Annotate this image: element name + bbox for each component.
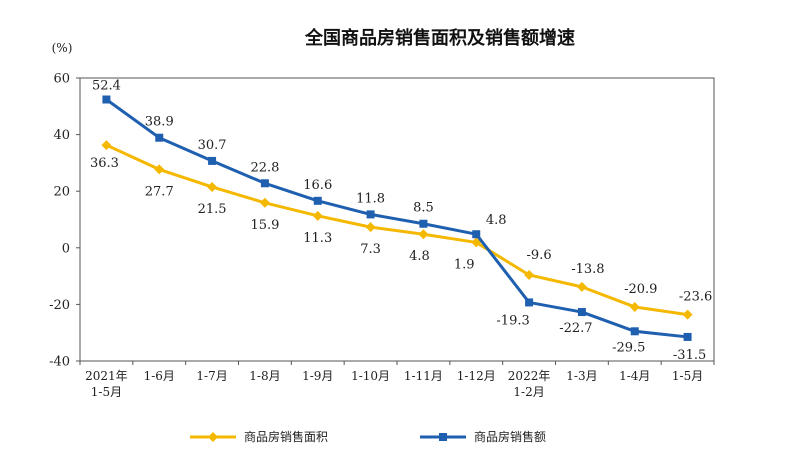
x-tick-label: 1-11月 xyxy=(404,369,443,383)
data-label: -19.3 xyxy=(496,313,529,328)
y-tick-label: 0 xyxy=(62,241,70,256)
data-point xyxy=(419,219,428,228)
series-line-0 xyxy=(105,143,688,317)
data-label: 38.9 xyxy=(145,115,174,130)
legend-label: 商品房销售额 xyxy=(474,429,546,444)
data-label: -13.8 xyxy=(571,262,604,277)
legend: 商品房销售面积 商品房销售额 xyxy=(190,429,546,444)
y-tick-label: -20 xyxy=(49,298,70,313)
x-tick-label: 1-5月 xyxy=(91,385,122,399)
data-point xyxy=(525,298,534,307)
legend-marker xyxy=(208,432,218,442)
data-label: 8.5 xyxy=(413,201,434,216)
data-label: -31.5 xyxy=(673,348,706,363)
legend-label: 商品房销售面积 xyxy=(244,429,328,444)
y-tick-label: -40 xyxy=(49,355,70,370)
data-point xyxy=(259,197,270,208)
x-tick-label: 1-10月 xyxy=(351,369,390,383)
x-tick-label: 1-7月 xyxy=(196,369,227,383)
x-tick-label: 2022年 xyxy=(508,369,551,383)
data-label: 27.7 xyxy=(145,184,174,199)
x-tick-label: 1-6月 xyxy=(144,369,175,383)
data-label: -22.7 xyxy=(559,321,592,336)
y-unit-label: (%) xyxy=(52,41,73,55)
data-point xyxy=(682,309,693,320)
data-label: 22.8 xyxy=(250,160,279,175)
data-point xyxy=(260,179,269,188)
data-point xyxy=(208,156,217,165)
x-tick-label: 2021年 xyxy=(85,369,128,383)
x-tick-label: 1-2月 xyxy=(513,385,544,399)
y-tick-label: 20 xyxy=(53,185,70,200)
y-tick-label: 60 xyxy=(53,72,70,87)
data-label: -20.9 xyxy=(624,282,657,297)
axes: 60 40 20 0 -20 -40 2021年 1-5月 1-6月 1-7月 1-8月 1-9月 1-… xyxy=(49,72,715,399)
data-point xyxy=(366,210,375,219)
data-point xyxy=(155,133,164,142)
data-point xyxy=(576,281,587,292)
data-point xyxy=(365,222,376,233)
data-point xyxy=(207,181,218,192)
data-point xyxy=(471,237,482,248)
data-point xyxy=(312,210,323,221)
x-tick-label: 1-5月 xyxy=(672,369,703,383)
data-label: -29.5 xyxy=(612,340,645,355)
legend-marker xyxy=(439,433,447,441)
data-label: 1.9 xyxy=(454,257,475,272)
data-point xyxy=(577,308,586,317)
x-tick-label: 1-3月 xyxy=(566,369,597,383)
data-point xyxy=(313,196,322,205)
data-point xyxy=(102,95,111,104)
chart-title: 全国商品房销售面积及销售额增速 xyxy=(304,27,575,49)
data-label: 4.8 xyxy=(486,213,507,228)
data-label: 15.9 xyxy=(250,218,279,233)
data-label: 52.4 xyxy=(92,79,121,94)
x-tick-label: 1-12月 xyxy=(457,369,496,383)
series-layer: 36.3 27.7 21.5 15.9 11.3 7.3 4.8 1.9 -9.6 -13.8 -2… xyxy=(90,79,712,363)
data-point xyxy=(418,229,429,240)
data-point xyxy=(101,140,112,151)
data-point xyxy=(683,332,692,341)
data-label: 11.3 xyxy=(303,231,332,246)
data-label: 16.6 xyxy=(303,178,332,193)
data-point xyxy=(630,327,639,336)
data-label: -23.6 xyxy=(679,290,712,305)
y-tick-label: 40 xyxy=(53,128,70,143)
data-label: 21.5 xyxy=(198,202,227,217)
series-line-1 xyxy=(105,98,688,339)
data-label: -9.6 xyxy=(527,248,552,263)
x-tick-label: 1-4月 xyxy=(619,369,650,383)
data-point xyxy=(629,301,640,312)
data-label: 36.3 xyxy=(90,156,119,171)
data-label: 30.7 xyxy=(198,138,227,153)
data-label: 11.8 xyxy=(356,191,385,206)
data-label: 4.8 xyxy=(409,249,430,264)
data-point xyxy=(154,164,165,175)
data-point xyxy=(472,230,481,239)
data-label: 7.3 xyxy=(360,242,381,257)
x-tick-label: 1-9月 xyxy=(302,369,333,383)
x-tick-label: 1-8月 xyxy=(249,369,280,383)
data-point xyxy=(524,269,535,280)
